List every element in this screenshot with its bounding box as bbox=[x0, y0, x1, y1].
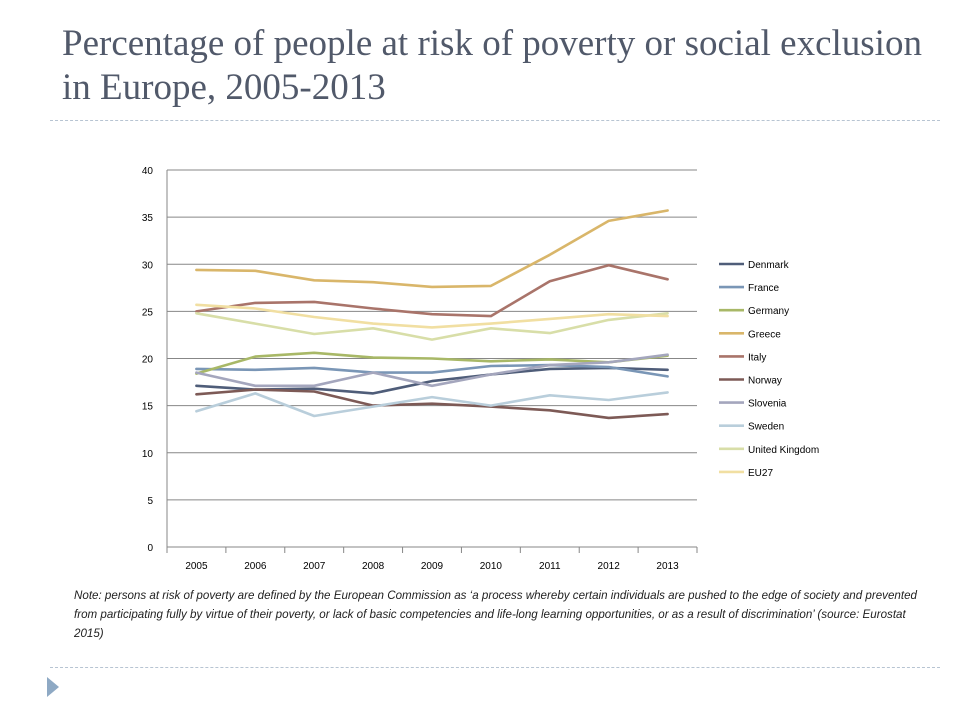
y-tick-label-10: 10 bbox=[142, 449, 154, 460]
legend-label-italy: Italy bbox=[748, 352, 766, 363]
y-tick-label-20: 20 bbox=[142, 355, 154, 366]
series-line-france bbox=[195, 363, 669, 378]
legend-label-norway: Norway bbox=[748, 376, 782, 387]
x-tick-label-2007: 2007 bbox=[303, 561, 326, 572]
y-tick-label-40: 40 bbox=[142, 166, 154, 177]
x-tick-label-2005: 2005 bbox=[185, 561, 208, 572]
title-divider bbox=[50, 120, 940, 121]
x-tick-label-2012: 2012 bbox=[598, 561, 621, 572]
series-line-united-kingdom bbox=[195, 311, 669, 341]
legend-label-denmark: Denmark bbox=[748, 260, 790, 271]
y-tick-label-30: 30 bbox=[142, 260, 154, 271]
chart-legend: Denmark France Germany Greece Italy Norway Slo… bbox=[719, 260, 819, 479]
legend-label-united-kingdom: United Kingdom bbox=[748, 445, 819, 456]
slide-title: Percentage of people at risk of poverty … bbox=[62, 23, 922, 108]
chart-axes: 0 5 10 15 20 25 30 35 40 2005 2006 2007 2008 2009 2010… bbox=[142, 166, 698, 572]
x-tick-label-2011: 2011 bbox=[539, 561, 561, 572]
y-tick-label-15: 15 bbox=[142, 402, 154, 413]
series-line-italy bbox=[195, 263, 669, 318]
line-chart: 0 5 10 15 20 25 30 35 40 2005 2006 2007 2008 2009 2010… bbox=[142, 166, 819, 572]
legend-label-sweden: Sweden bbox=[748, 422, 784, 433]
series-line-norway bbox=[195, 388, 669, 420]
series-line-sweden bbox=[195, 391, 669, 418]
y-tick-label-35: 35 bbox=[142, 213, 154, 224]
series-line-eu27 bbox=[195, 303, 669, 329]
chart-series bbox=[195, 209, 669, 420]
x-tick-label-2006: 2006 bbox=[244, 561, 267, 572]
series-line-slovenia bbox=[195, 353, 669, 388]
footnote: Note: persons at risk of poverty are def… bbox=[74, 589, 917, 640]
y-tick-label-5: 5 bbox=[147, 496, 153, 507]
x-tick-label-2010: 2010 bbox=[480, 561, 503, 572]
footer-divider bbox=[50, 667, 940, 668]
legend-label-germany: Germany bbox=[748, 306, 789, 317]
x-tick-label-2009: 2009 bbox=[421, 561, 444, 572]
legend-label-greece: Greece bbox=[748, 329, 781, 340]
y-tick-label-25: 25 bbox=[142, 307, 154, 318]
triangle-bullet-icon bbox=[47, 677, 59, 697]
series-line-greece bbox=[195, 209, 669, 289]
legend-label-france: France bbox=[748, 283, 780, 294]
series-line-germany bbox=[195, 351, 669, 375]
x-tick-label-2008: 2008 bbox=[362, 561, 385, 572]
y-tick-label-0: 0 bbox=[147, 543, 153, 554]
legend-label-slovenia: Slovenia bbox=[748, 399, 787, 410]
legend-label-eu27: EU27 bbox=[748, 468, 773, 479]
x-tick-label-2013: 2013 bbox=[656, 561, 679, 572]
